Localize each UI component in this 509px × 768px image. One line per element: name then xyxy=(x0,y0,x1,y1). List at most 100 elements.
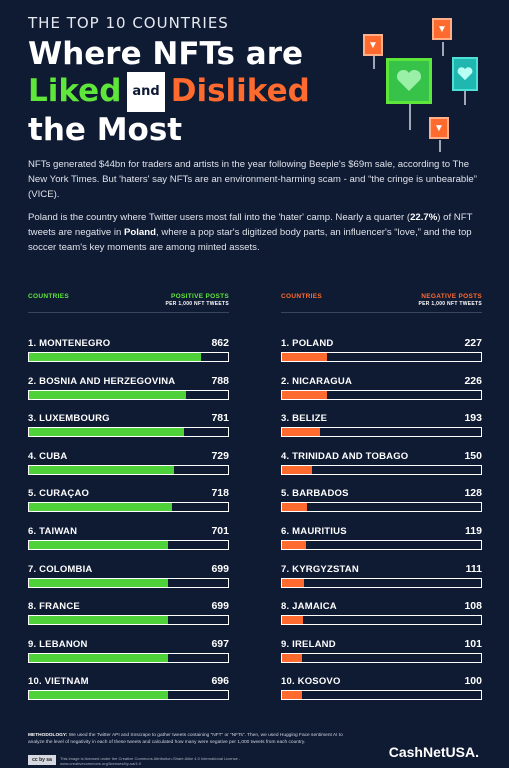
bar-track xyxy=(28,652,229,663)
country-value: 150 xyxy=(464,449,482,462)
intro-paragraph-1: NFTs generated $44bn for traders and art… xyxy=(28,159,477,200)
and-badge: and xyxy=(127,72,165,112)
bar-fill xyxy=(282,503,308,512)
country-value: 718 xyxy=(211,487,229,500)
positive-row: 9. LEBANON 697 xyxy=(28,637,229,665)
page-title: Where NFTs are Liked and Disliked the Most xyxy=(28,36,310,148)
country-value: 128 xyxy=(464,487,482,500)
negative-row: 4. TRINIDAD AND TOBAGO 150 xyxy=(281,449,482,477)
country-label: 4. TRINIDAD AND TOBAGO xyxy=(281,450,409,462)
country-value: 193 xyxy=(464,412,482,425)
country-label: 8. FRANCE xyxy=(28,601,80,613)
liked-word: Liked xyxy=(28,73,122,109)
country-label: 9. IRELAND xyxy=(281,638,336,650)
bar-track xyxy=(281,652,482,663)
title-line-1: Where NFTs are xyxy=(28,36,304,72)
bar-fill xyxy=(29,353,201,361)
bar-fill xyxy=(29,616,169,625)
negative-row: 5. BARBADOS 128 xyxy=(281,487,482,514)
country-label: 2. NICARAGUA xyxy=(281,375,353,387)
bar-track xyxy=(281,389,482,400)
positive-row: 2. BOSNIA AND HERZEGOVINA 788 xyxy=(28,374,229,402)
country-value: 862 xyxy=(211,337,229,349)
sign-pole xyxy=(439,140,441,152)
country-value: 226 xyxy=(464,374,482,387)
heart-icon xyxy=(457,67,473,81)
bar-track xyxy=(281,615,482,626)
country-label: 8. JAMAICA xyxy=(281,601,337,613)
country-label: 4. CUBA xyxy=(28,450,68,462)
positive-row: 7. COLOMBIA 699 xyxy=(28,563,229,590)
country-label: 2. BOSNIA AND HERZEGOVINA xyxy=(28,375,176,387)
country-label: 5. BARBADOS xyxy=(281,488,349,500)
negative-row: 7. KYRGYZSTAN 111 xyxy=(281,562,482,590)
bar-track xyxy=(28,352,229,362)
country-label: 6. MAURITIUS xyxy=(281,526,347,537)
negative-row: 8. JAMAICA 108 xyxy=(281,600,482,627)
country-value: 227 xyxy=(464,337,482,349)
negative-metric-header: NEGATIVE POSTS PER 1,000 NFT TWEETS xyxy=(418,293,482,307)
bar-fill xyxy=(29,503,172,512)
methodology-label: METHODOLOGY: xyxy=(28,733,68,738)
country-label: 7. KYRGYZSTAN xyxy=(281,563,359,575)
negative-row: 10. KOSOVO 100 xyxy=(281,675,482,702)
country-value: 111 xyxy=(465,562,482,575)
country-label: 3. LUXEMBOURG xyxy=(28,413,110,425)
eyebrow: THE TOP 10 COUNTRIES xyxy=(28,14,229,32)
country-label: 9. LEBANON xyxy=(28,638,88,650)
methodology-text: We used the Twitter API and Snscrape to … xyxy=(28,733,343,745)
methodology: METHODOLOGY: We used the Twitter API and… xyxy=(28,732,358,746)
sign-pole xyxy=(464,91,466,105)
bar-track xyxy=(28,427,229,438)
bar-track xyxy=(28,502,229,513)
bar-fill xyxy=(29,390,186,399)
bar-track xyxy=(28,690,229,701)
intro-paragraph-2: Poland is the country where Twitter user… xyxy=(28,210,488,255)
bar-fill xyxy=(282,616,304,625)
bar-fill xyxy=(282,465,312,474)
bar-fill xyxy=(29,578,169,587)
metric-sub: PER 1,000 NFT TWEETS xyxy=(418,301,482,307)
negative-row: 9. IRELAND 101 xyxy=(281,637,482,665)
divider xyxy=(281,312,482,313)
divider xyxy=(28,312,229,313)
bar-fill xyxy=(29,691,168,700)
sign-pole xyxy=(373,55,375,69)
bar-track xyxy=(281,502,482,513)
intro-text: Poland is the country where Twitter user… xyxy=(28,212,411,223)
country-label: 6. TAIWAN xyxy=(28,526,78,537)
bar-track xyxy=(281,464,482,475)
country-value: 697 xyxy=(211,637,229,650)
negative-row: 2. NICARAGUA 226 xyxy=(281,374,482,402)
bar-fill xyxy=(29,541,169,549)
country-value: 100 xyxy=(464,675,482,688)
title-line-2: Liked and Disliked xyxy=(28,72,310,112)
thumbs-down-icon: ▼ xyxy=(429,117,449,139)
positive-row: 3. LUXEMBOURG 781 xyxy=(28,412,229,439)
country-value: 119 xyxy=(465,525,482,537)
country-value: 101 xyxy=(464,637,482,650)
metric-label: NEGATIVE POSTS xyxy=(421,293,482,300)
bar-track xyxy=(28,540,229,550)
disliked-word: Disliked xyxy=(170,73,310,109)
bar-track xyxy=(281,427,482,438)
brand-logo: CashNetUSA. xyxy=(388,744,479,760)
sign-pole xyxy=(409,104,411,130)
bar-track xyxy=(28,577,229,588)
positive-row: 1. MONTENEGRO 862 xyxy=(28,337,229,364)
country-label: 10. VIETNAM xyxy=(28,676,89,688)
thumbs-down-icon: ▼ xyxy=(363,34,383,56)
sign-pole xyxy=(442,42,444,56)
bar-fill xyxy=(29,428,185,437)
positive-metric-header: POSITIVE POSTS PER 1,000 NFT TWEETS xyxy=(165,293,229,307)
bar-track xyxy=(281,540,482,550)
heart-sign-icon xyxy=(452,57,478,91)
negative-row: 6. MAURITIUS 119 xyxy=(281,525,482,552)
positive-row: 10. VIETNAM 696 xyxy=(28,675,229,702)
bar-fill xyxy=(29,465,175,474)
positive-row: 5. CURAÇAO 718 xyxy=(28,487,229,514)
country-label: 10. KOSOVO xyxy=(281,676,341,688)
country-label: 7. COLOMBIA xyxy=(28,563,93,575)
bar-track xyxy=(281,577,482,588)
country-value: 788 xyxy=(211,374,229,387)
